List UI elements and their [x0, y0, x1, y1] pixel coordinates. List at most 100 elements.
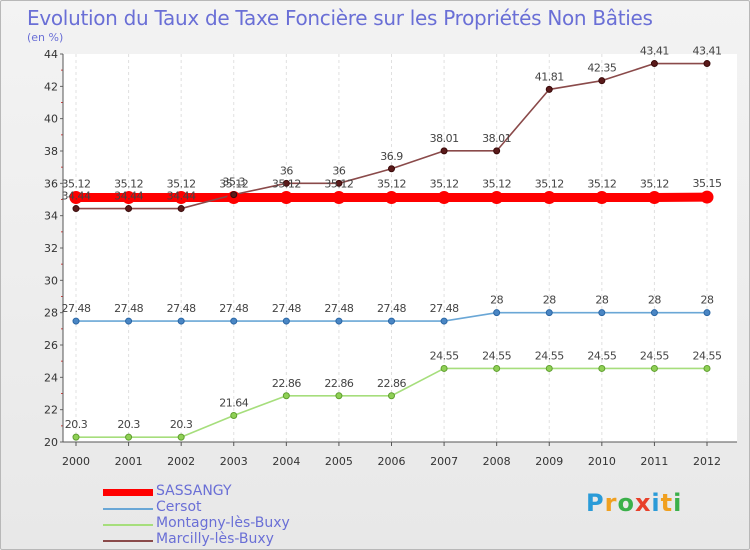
- data-point: [700, 190, 714, 204]
- data-label: 20.3: [170, 418, 193, 431]
- data-point: [335, 179, 343, 187]
- data-label: 22.86: [377, 377, 406, 390]
- data-point: [490, 191, 504, 205]
- data-point: [388, 165, 395, 173]
- data-label: 35.12: [535, 178, 564, 191]
- data-label: 28: [543, 294, 556, 307]
- y-tick-label: 20: [44, 436, 58, 449]
- plot-area: [63, 54, 737, 442]
- data-point: [545, 364, 553, 372]
- data-point: [72, 205, 80, 213]
- data-label: 27.48: [167, 302, 196, 315]
- logo-letter: i: [651, 489, 661, 517]
- legend-swatch: [103, 524, 153, 526]
- data-point: [177, 433, 185, 441]
- data-point: [72, 433, 80, 441]
- data-point: [174, 191, 188, 205]
- data-point: [388, 317, 395, 325]
- y-tick-label: 42: [44, 80, 58, 93]
- data-label: 43.41: [693, 45, 722, 58]
- data-point: [177, 317, 185, 325]
- data-point: [440, 147, 448, 155]
- data-label: 35.12: [272, 178, 301, 191]
- data-label: 35.12: [324, 178, 353, 191]
- data-point: [230, 411, 238, 419]
- data-label: 27.48: [377, 302, 406, 315]
- data-point: [230, 191, 238, 199]
- data-label: 42.35: [587, 62, 616, 75]
- y-tick-label: 32: [44, 242, 58, 255]
- data-point: [279, 191, 293, 205]
- y-tick-label: 36: [44, 177, 58, 190]
- x-tick-label: 2003: [220, 455, 248, 468]
- legend-label: Montagny-lès-Buxy: [156, 515, 290, 531]
- data-point: [125, 433, 133, 441]
- data-point: [703, 60, 711, 68]
- data-point: [282, 317, 290, 325]
- data-point: [595, 191, 609, 205]
- data-label: 34.44: [167, 190, 196, 203]
- data-label: 28: [648, 294, 661, 307]
- chart-title: Evolution du Taux de Taxe Foncière sur l…: [27, 6, 653, 30]
- data-point: [122, 191, 136, 205]
- y-tick-label: 30: [44, 274, 58, 287]
- x-tick-label: 2011: [640, 455, 668, 468]
- logo-letter: r: [604, 489, 618, 517]
- data-label: 28: [701, 294, 714, 307]
- data-point: [440, 364, 448, 372]
- data-label: 22.86: [324, 377, 353, 390]
- x-tick-label: 2002: [167, 455, 195, 468]
- data-label: 27.48: [324, 302, 353, 315]
- data-label: 41.81: [535, 70, 564, 83]
- data-point: [542, 191, 556, 205]
- legend-swatch: [103, 540, 153, 542]
- logo-letter: x: [634, 489, 652, 517]
- data-point: [703, 309, 711, 317]
- data-point: [230, 317, 238, 325]
- y-tick-label: 38: [44, 145, 58, 158]
- data-label: 24.55: [535, 349, 564, 362]
- data-label: 35.12: [62, 178, 91, 191]
- data-point: [650, 309, 658, 317]
- data-point: [335, 317, 343, 325]
- data-label: 35.12: [482, 178, 511, 191]
- data-point: [335, 392, 343, 400]
- data-label: 35.12: [377, 178, 406, 191]
- data-point: [650, 364, 658, 372]
- data-label: 35.3: [223, 176, 246, 189]
- data-label: 24.55: [640, 349, 669, 362]
- data-label: 36: [280, 164, 293, 177]
- logo-letter: o: [617, 489, 635, 517]
- data-label: 35.15: [693, 177, 722, 190]
- data-point: [125, 205, 133, 213]
- legend-label: Marcilly-lès-Buxy: [156, 531, 274, 547]
- data-label: 35.12: [219, 178, 248, 191]
- data-point: [493, 364, 501, 372]
- data-label: 35.12: [640, 178, 669, 191]
- data-label: 38.01: [430, 132, 459, 145]
- x-tick-label: 2007: [430, 455, 458, 468]
- data-label: 28: [595, 294, 608, 307]
- data-label: 24.55: [430, 349, 459, 362]
- y-tick-label: 28: [44, 307, 58, 320]
- data-point: [647, 191, 661, 205]
- x-tick-label: 2010: [588, 455, 616, 468]
- data-label: 28: [490, 294, 503, 307]
- y-tick-label: 40: [44, 113, 58, 126]
- x-tick-label: 2009: [535, 455, 563, 468]
- y-tick-label: 26: [44, 339, 58, 352]
- data-point: [493, 309, 501, 317]
- x-tick-label: 2006: [378, 455, 406, 468]
- data-label: 35.12: [587, 178, 616, 191]
- data-label: 36.9: [380, 150, 403, 163]
- data-label: 27.48: [114, 302, 143, 315]
- y-tick-label: 24: [44, 371, 58, 384]
- logo-letter: P: [586, 489, 605, 517]
- data-point: [69, 191, 83, 205]
- chart-subtitle: (en %): [27, 31, 64, 44]
- data-label: 34.44: [114, 190, 143, 203]
- data-point: [72, 317, 80, 325]
- data-point: [650, 60, 658, 68]
- data-point: [388, 392, 395, 400]
- data-point: [598, 309, 606, 317]
